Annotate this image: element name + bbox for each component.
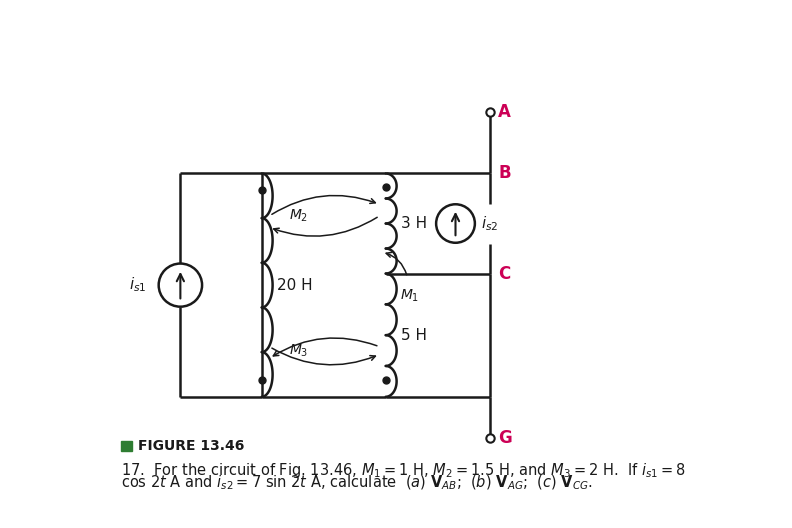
Text: $M_1$: $M_1$ bbox=[400, 287, 419, 304]
Text: $M_3$: $M_3$ bbox=[289, 342, 308, 359]
Text: $M_2$: $M_2$ bbox=[289, 208, 308, 224]
Circle shape bbox=[436, 204, 475, 243]
Text: B: B bbox=[498, 164, 511, 183]
Text: C: C bbox=[498, 265, 510, 282]
Circle shape bbox=[158, 263, 202, 307]
Text: G: G bbox=[498, 429, 512, 447]
Text: 3 H: 3 H bbox=[402, 216, 428, 231]
Text: 20 H: 20 H bbox=[277, 278, 313, 293]
Text: cos $2t$ A and $i_{s2} = 7$ sin $2t$ A, calculate  $(a)$ $\mathbf{V}_{AB}$;  $(b: cos $2t$ A and $i_{s2} = 7$ sin $2t$ A, … bbox=[120, 474, 592, 492]
Text: $i_{s2}$: $i_{s2}$ bbox=[481, 214, 498, 233]
Text: $i_{s1}$: $i_{s1}$ bbox=[129, 276, 147, 295]
Text: 5 H: 5 H bbox=[402, 328, 427, 343]
Text: FIGURE 13.46: FIGURE 13.46 bbox=[138, 439, 244, 453]
Bar bbox=[120, 441, 131, 451]
Text: 17.  For the circuit of Fig. 13.46, $M_1 = 1$ H, $M_2 = 1.5$ H, and $M_3 = 2$ H.: 17. For the circuit of Fig. 13.46, $M_1 … bbox=[120, 460, 686, 479]
Text: A: A bbox=[498, 103, 511, 121]
